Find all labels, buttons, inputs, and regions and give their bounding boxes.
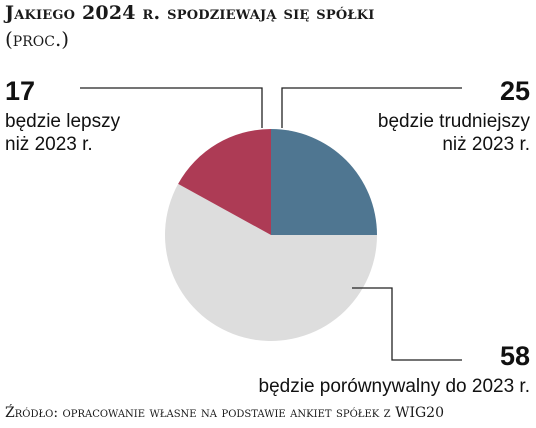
value-label-2: 17 — [5, 76, 35, 106]
slice-label-0-line-1: niż 2023 r. — [442, 134, 530, 155]
pie-slice-1 — [165, 183, 377, 341]
value-label-0: 25 — [500, 76, 530, 106]
chart-subtitle: (proc.) — [5, 27, 70, 51]
slice-label-2-line-1: niż 2023 r. — [5, 134, 93, 155]
leader-line-1 — [352, 287, 462, 361]
leader-line-2 — [80, 87, 263, 128]
pie-slice-0 — [271, 129, 377, 235]
chart-title: Jakiego 2024 r. spodziewają się spółki — [5, 2, 375, 24]
slice-label-0-line-0: będzie trudniejszy — [378, 111, 531, 132]
leader-line-0 — [281, 87, 462, 128]
source-note: Źródło: opracowanie własne na podstawie … — [5, 405, 444, 421]
slice-label-1-line-0: będzie porównywalny do 2023 r. — [259, 376, 530, 397]
slice-label-2-line-0: będzie lepszy — [5, 111, 121, 132]
pie-slice-2 — [178, 129, 271, 235]
value-label-1: 58 — [500, 341, 530, 371]
